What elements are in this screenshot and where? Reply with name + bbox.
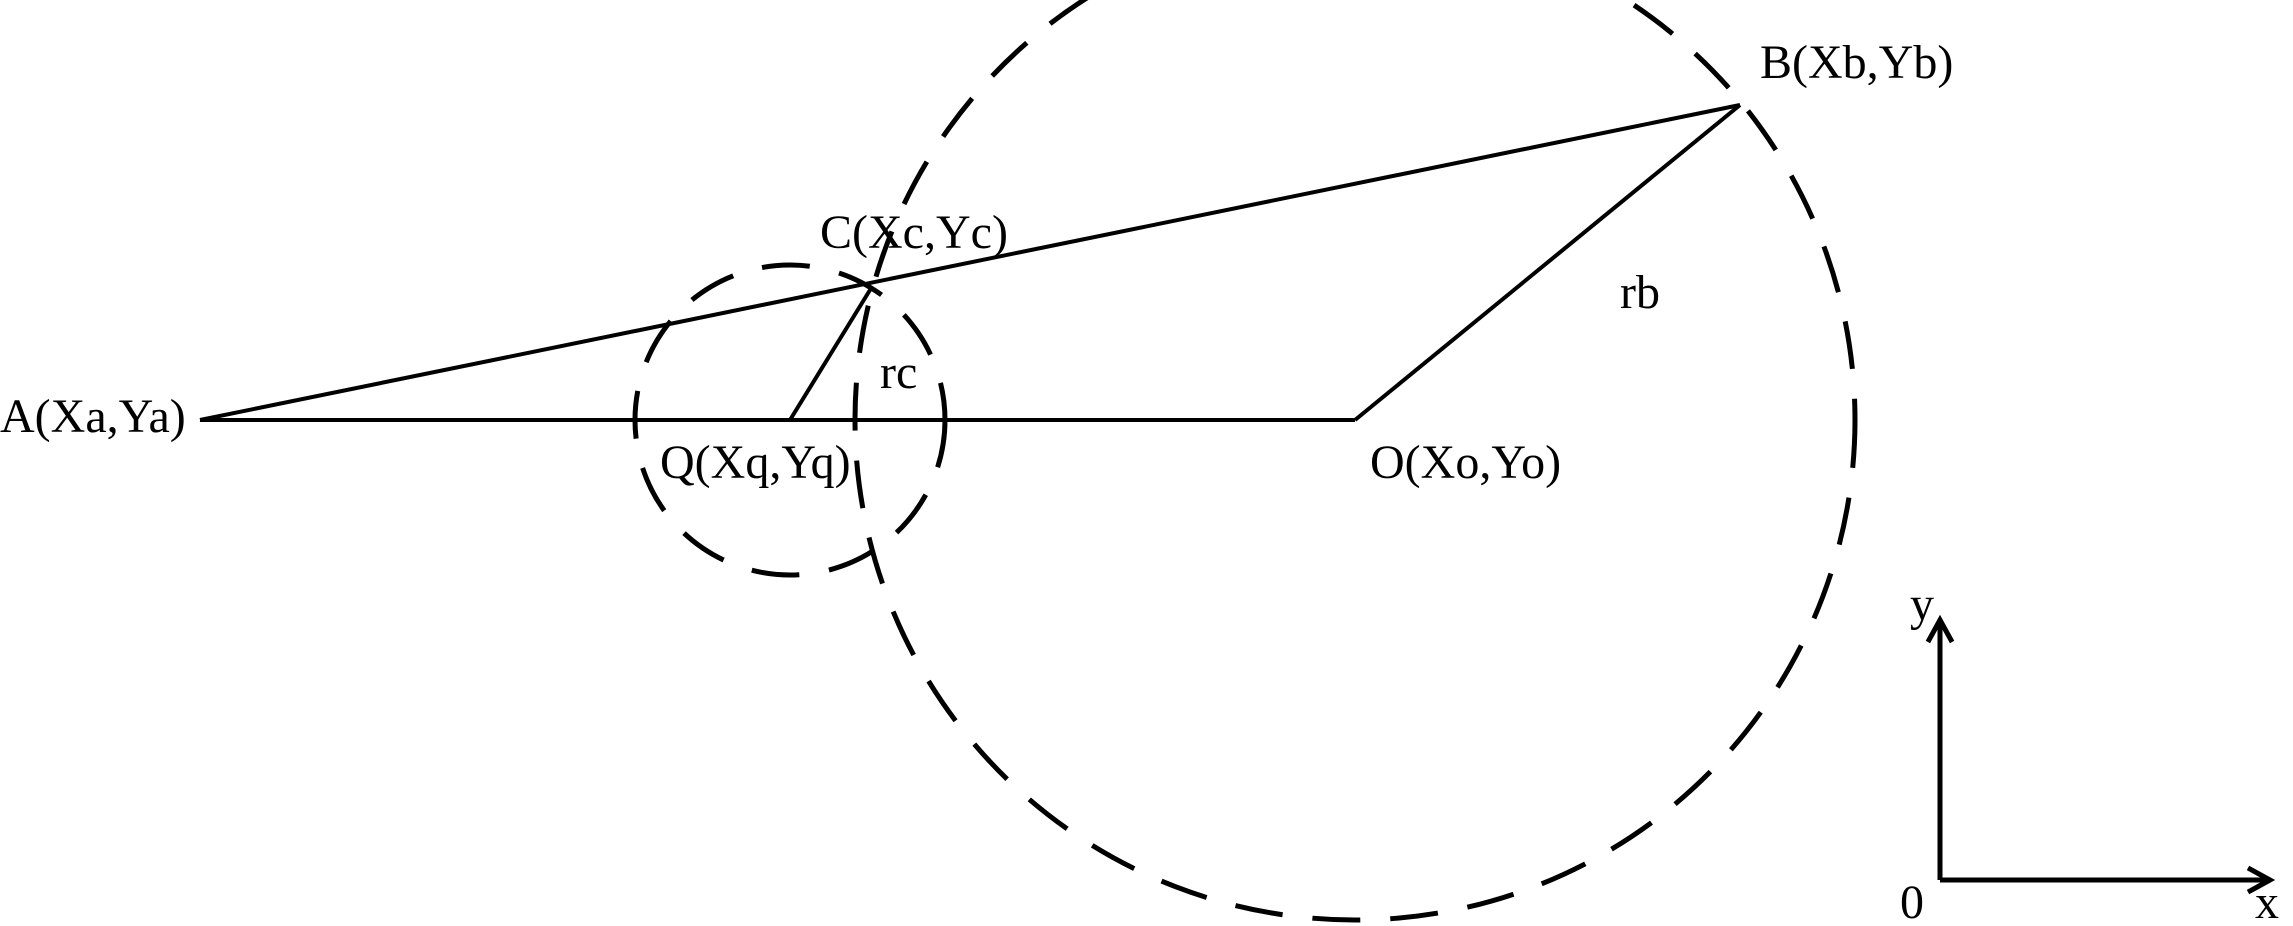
label-point-c: C(Xc,Yc) bbox=[820, 206, 1008, 259]
label-axis-origin: 0 bbox=[1900, 876, 1924, 926]
label-point-a: A(Xa,Ya) bbox=[0, 390, 186, 443]
circle-large bbox=[855, 0, 1855, 920]
label-axis-y: y bbox=[1910, 578, 1934, 631]
label-radius-rb: rb bbox=[1620, 266, 1660, 319]
label-point-q: Q(Xq,Yq) bbox=[660, 436, 851, 489]
label-point-o: O(Xo,Yo) bbox=[1370, 436, 1561, 489]
line-o-b bbox=[1355, 105, 1740, 420]
label-radius-rc: rc bbox=[880, 346, 917, 399]
line-q-c bbox=[790, 290, 870, 420]
label-point-b: B(Xb,Yb) bbox=[1760, 36, 1953, 89]
geometry-diagram: A(Xa,Ya) Q(Xq,Yq) O(Xo,Yo) C(Xc,Yc) B(Xb… bbox=[0, 0, 2293, 926]
line-a-b bbox=[200, 105, 1740, 420]
label-axis-x: x bbox=[2255, 876, 2279, 926]
